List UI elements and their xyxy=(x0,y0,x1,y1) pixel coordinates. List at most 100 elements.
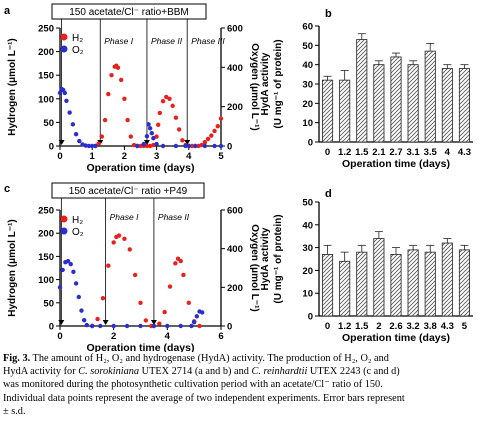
y2-tick-label: 400 xyxy=(227,244,243,255)
data-point xyxy=(79,308,84,313)
data-point xyxy=(118,77,124,83)
legend-label: O₂ xyxy=(72,227,84,238)
bar xyxy=(390,56,402,143)
phase-arrowhead xyxy=(58,140,65,145)
y-tick-label: 0 xyxy=(308,312,313,323)
bar xyxy=(322,79,334,143)
data-point xyxy=(60,267,65,273)
data-point xyxy=(146,122,151,127)
series-hydrogen xyxy=(93,63,224,149)
x-tick-label: 0 xyxy=(57,151,62,162)
data-point xyxy=(132,272,138,278)
data-point xyxy=(90,143,95,149)
y-tick-label: 10 xyxy=(302,289,313,300)
legend-marker xyxy=(60,227,68,235)
y2-tick-label: 0 xyxy=(227,142,232,153)
panel-letter: c xyxy=(4,183,10,195)
data-point xyxy=(141,141,146,147)
bar xyxy=(322,254,334,317)
y-tick-label: 20 xyxy=(302,99,313,110)
y-axis-unit-label: (U mg⁻¹ of protein) xyxy=(273,214,284,303)
data-point xyxy=(157,321,162,326)
x-tick-label: 6 xyxy=(218,331,223,342)
data-point xyxy=(109,73,114,78)
data-point xyxy=(165,323,170,329)
data-point xyxy=(71,269,76,275)
y-axis-label: HydA activity xyxy=(260,227,271,290)
caption-text: ± s.d. xyxy=(3,405,26,417)
phase-arrowhead xyxy=(150,320,157,325)
data-point xyxy=(102,117,108,123)
y-axis-label: HydA activity xyxy=(260,52,271,115)
data-point xyxy=(189,143,195,149)
panel-letter: b xyxy=(325,8,332,20)
y-tick-label: 60 xyxy=(302,22,313,33)
data-point xyxy=(144,143,150,149)
data-point xyxy=(68,261,73,267)
panel-letter: d xyxy=(325,188,332,200)
y-tick-label: 0 xyxy=(49,322,54,333)
bar xyxy=(424,251,436,317)
y-tick-label: 250 xyxy=(38,206,54,217)
legend-marker xyxy=(60,215,68,223)
data-point xyxy=(191,319,197,325)
y2-tick-label: 200 xyxy=(227,283,243,294)
y-tick-label: 100 xyxy=(38,275,54,286)
bar xyxy=(339,79,351,143)
x-tick-label: 1.2 xyxy=(338,321,351,332)
y-tick-label: 40 xyxy=(302,220,313,231)
data-point xyxy=(167,284,173,289)
panel-letter: a xyxy=(4,5,11,17)
x-tick-label: 1.5 xyxy=(355,321,369,332)
data-point xyxy=(57,285,63,290)
y-tick-label: 150 xyxy=(38,71,54,82)
data-point xyxy=(127,247,132,252)
y-tick-label: 50 xyxy=(43,298,54,309)
legend-marker xyxy=(60,45,68,53)
bar xyxy=(373,238,385,317)
data-point xyxy=(62,90,68,96)
data-point xyxy=(135,143,140,149)
data-point xyxy=(193,143,198,149)
data-point xyxy=(200,310,205,315)
data-point xyxy=(111,240,116,245)
y-tick-label: 30 xyxy=(302,243,313,254)
caption-text: was monitored during the photosynthetic … xyxy=(3,379,383,391)
data-point xyxy=(164,94,169,100)
x-axis-label: Operation time (days) xyxy=(342,158,450,170)
y-tick-label: 200 xyxy=(38,229,54,240)
data-point xyxy=(189,323,194,329)
data-point xyxy=(86,143,92,149)
data-point xyxy=(170,103,175,109)
condition-banner-text: 150 acetate/Cl⁻ ratio+BBM xyxy=(69,7,189,18)
x-tick-label: 1.5 xyxy=(355,147,369,158)
data-point xyxy=(77,138,82,144)
data-point xyxy=(173,115,179,120)
y2-axis-label: Oxygen (μmol L⁻¹) xyxy=(249,224,260,312)
x-tick-label: 4.3 xyxy=(441,321,454,332)
data-point xyxy=(178,258,183,264)
caption-text: C. reinhardtii xyxy=(251,366,308,378)
y-axis-unit-label: (U mg⁻¹ of protein) xyxy=(273,39,284,128)
data-point xyxy=(205,136,211,142)
legend-label: O₂ xyxy=(72,45,84,56)
data-point xyxy=(215,123,220,129)
y2-tick-label: 600 xyxy=(227,206,243,217)
data-point xyxy=(218,116,224,121)
y-tick-label: 20 xyxy=(302,266,313,277)
data-point xyxy=(76,294,81,300)
data-point xyxy=(122,236,127,241)
x-tick-label: 0 xyxy=(325,321,330,332)
x-tick-label: 1 xyxy=(90,151,96,162)
y-tick-label: 200 xyxy=(38,47,54,58)
data-point xyxy=(96,141,101,146)
x-tick-label: 2 xyxy=(111,331,116,342)
caption-text: UTEX 2714 (a and b) and xyxy=(139,366,252,378)
data-point xyxy=(122,96,127,102)
x-tick-label: 3 xyxy=(154,151,159,162)
x-axis-label: Operation time (days) xyxy=(87,342,195,352)
condition-banner xyxy=(51,182,205,199)
data-point xyxy=(149,131,154,136)
y-axis-label: Hydrogen (μmol L⁻¹) xyxy=(7,219,18,317)
